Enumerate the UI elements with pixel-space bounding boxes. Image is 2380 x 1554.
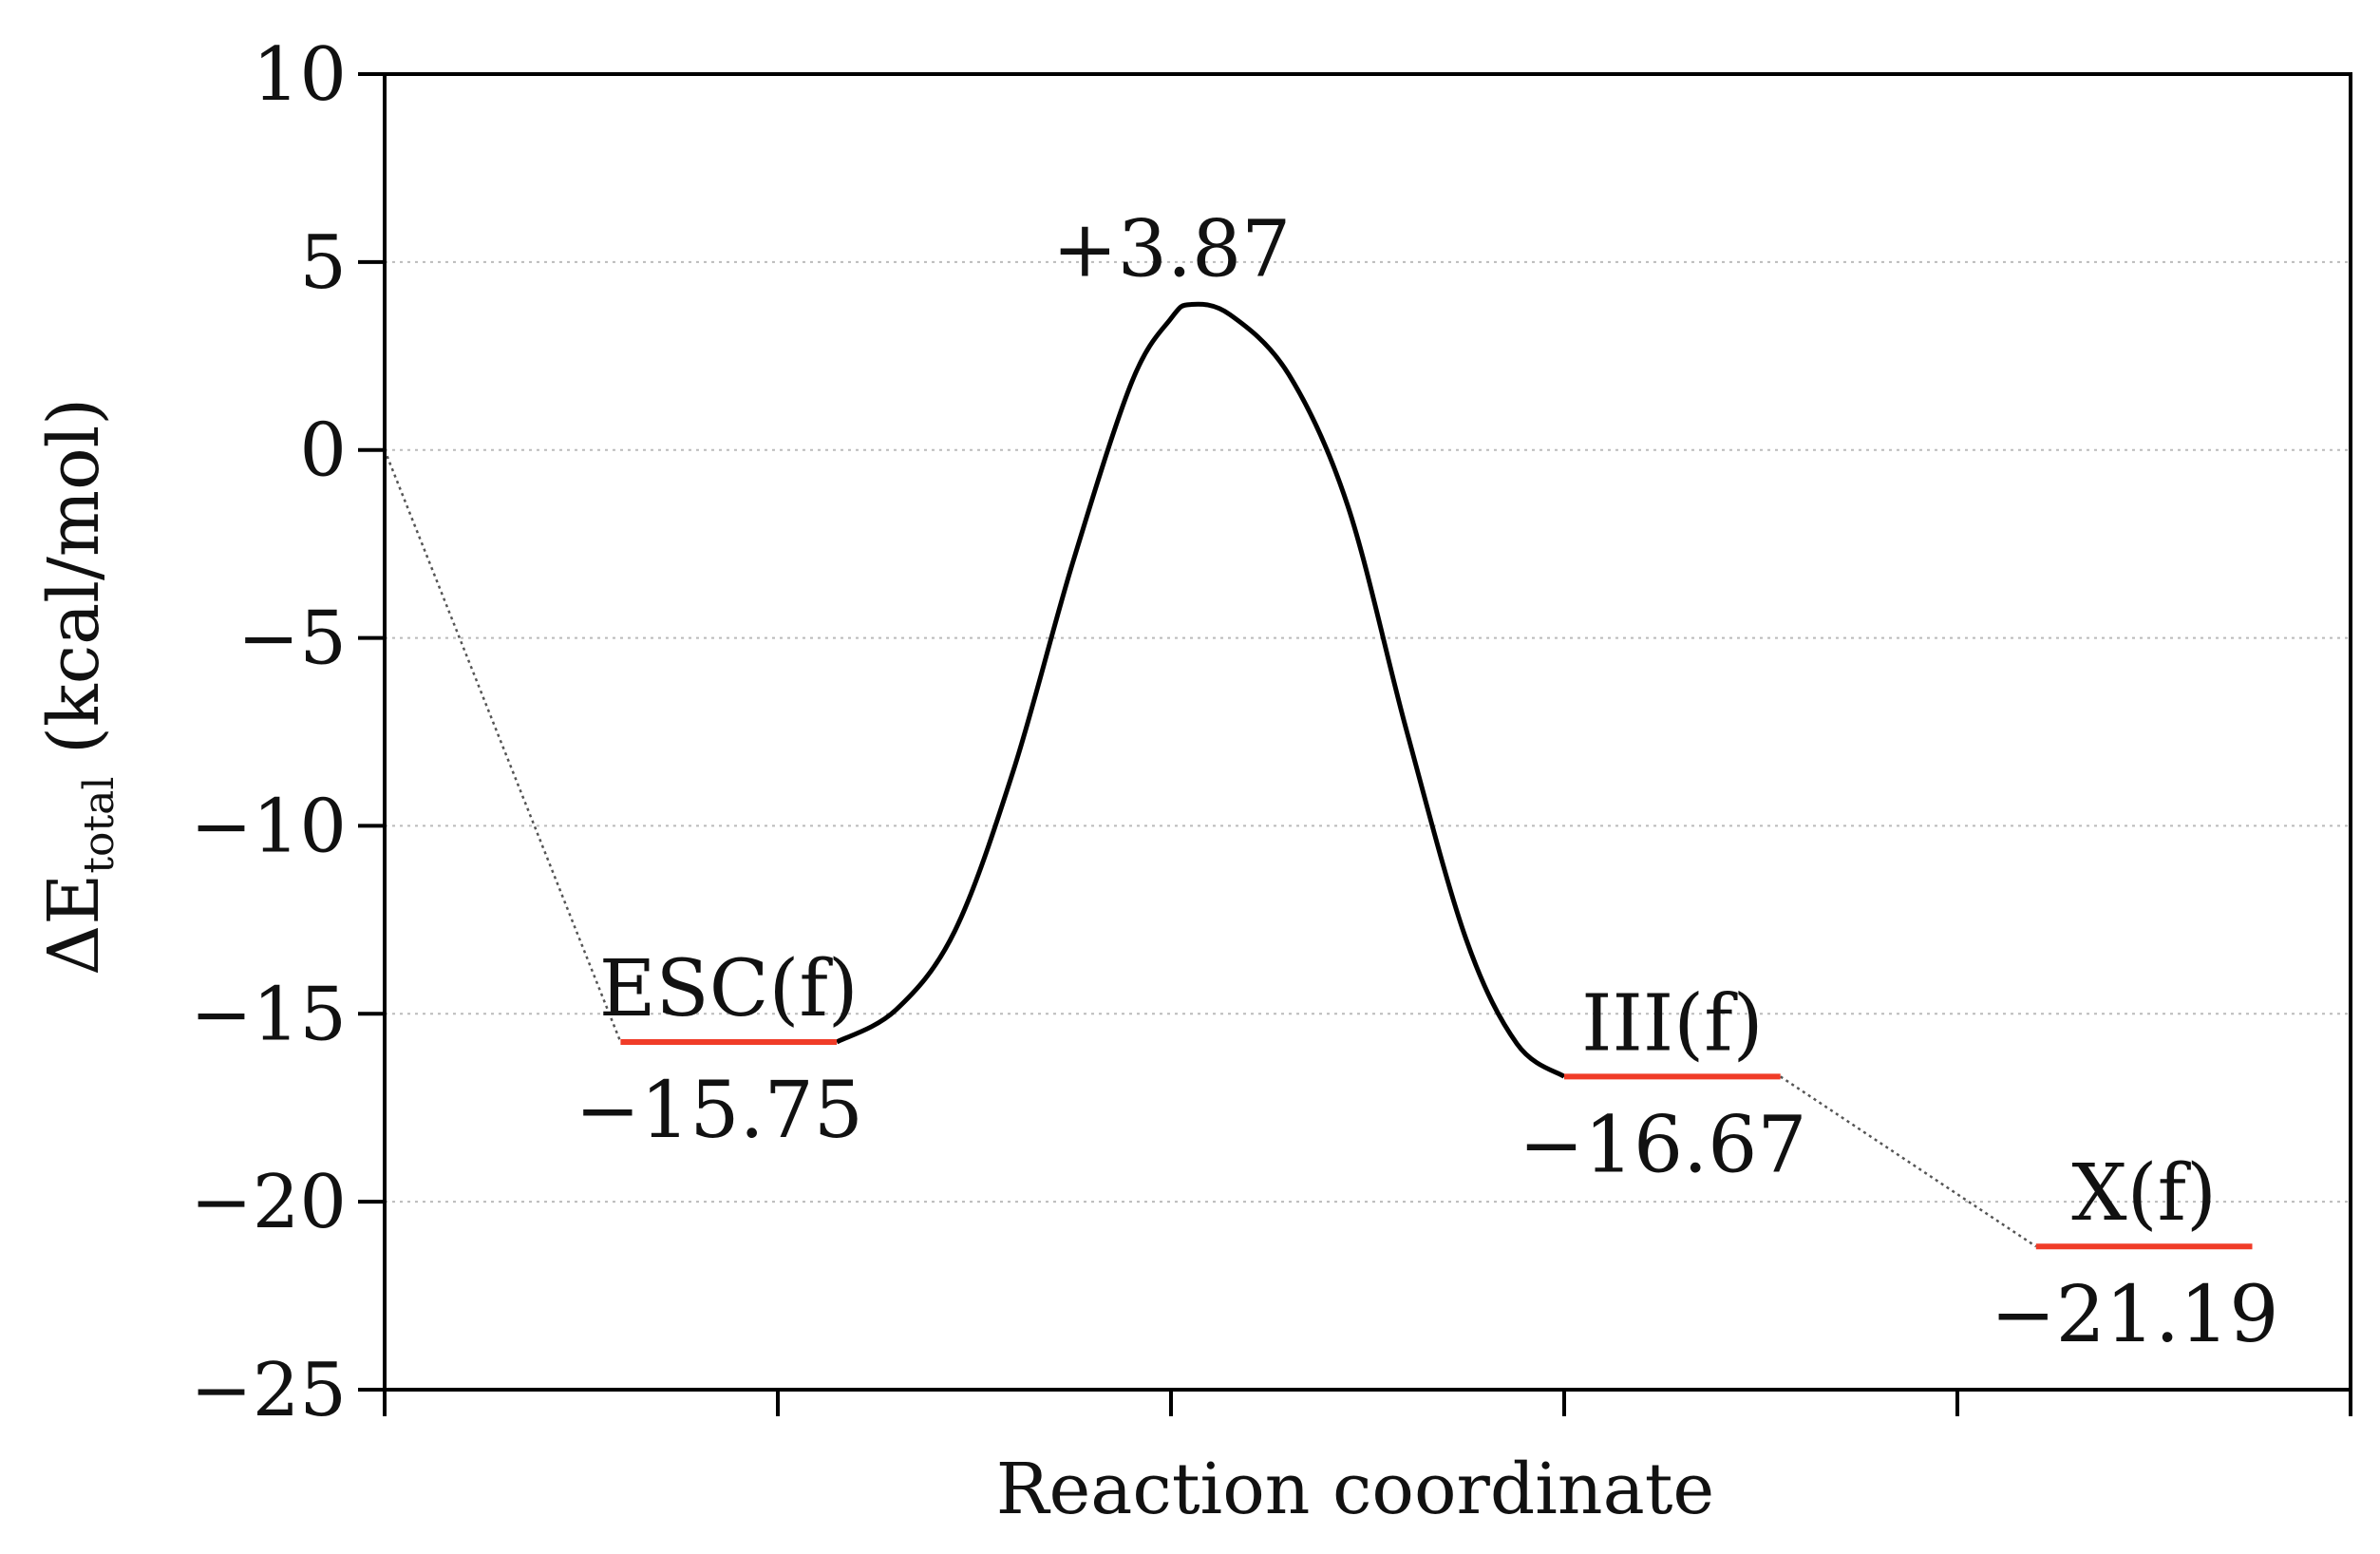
dotted-connector bbox=[1780, 1075, 2037, 1248]
y-tick-label: 10 bbox=[253, 32, 347, 118]
reaction-path-curve bbox=[835, 301, 1566, 1079]
y-axis-label-subscript: total bbox=[75, 777, 123, 874]
x-axis-ticks bbox=[383, 1390, 2352, 1416]
x-axis-label: Reaction coordinate bbox=[996, 1449, 1714, 1530]
plot-frame bbox=[383, 72, 2352, 1392]
energy-levels bbox=[620, 1038, 2253, 1250]
y-tick-label: −20 bbox=[190, 1160, 347, 1245]
level-name-label: X(f) bbox=[2071, 1148, 2217, 1239]
y-tick-label: −25 bbox=[190, 1348, 347, 1433]
chart-labels: ESC(f) −15.75 III(f) −16.67 X(f) −21.19 +3.87 bbox=[576, 205, 2279, 1361]
grid-lines bbox=[385, 260, 2351, 1203]
level-name-label: ESC(f) bbox=[599, 944, 859, 1034]
y-axis-ticks: 10 5 0 −5 −10 −15 −20 −25 bbox=[190, 32, 385, 1433]
y-axis-label-unit: (kcal/mol) bbox=[33, 398, 115, 777]
y-tick-label: 5 bbox=[299, 220, 347, 306]
dotted-connector bbox=[383, 449, 622, 1043]
y-axis-label: ΔEtotal (kcal/mol) bbox=[33, 398, 123, 976]
level-value-label: −21.19 bbox=[1991, 1270, 2278, 1360]
level-value-label: −15.75 bbox=[576, 1066, 863, 1156]
level-name-label: III(f) bbox=[1581, 978, 1764, 1069]
y-tick-label: −15 bbox=[190, 972, 347, 1057]
y-tick-label: −10 bbox=[190, 784, 347, 869]
level-value-label: −16.67 bbox=[1519, 1100, 1806, 1190]
dotted-connectors bbox=[383, 449, 2037, 1248]
transition-state-value-label: +3.87 bbox=[1052, 205, 1291, 295]
y-tick-label: −5 bbox=[237, 597, 347, 682]
y-tick-label: 0 bbox=[299, 408, 347, 494]
y-axis-label-main: ΔE bbox=[33, 874, 115, 976]
